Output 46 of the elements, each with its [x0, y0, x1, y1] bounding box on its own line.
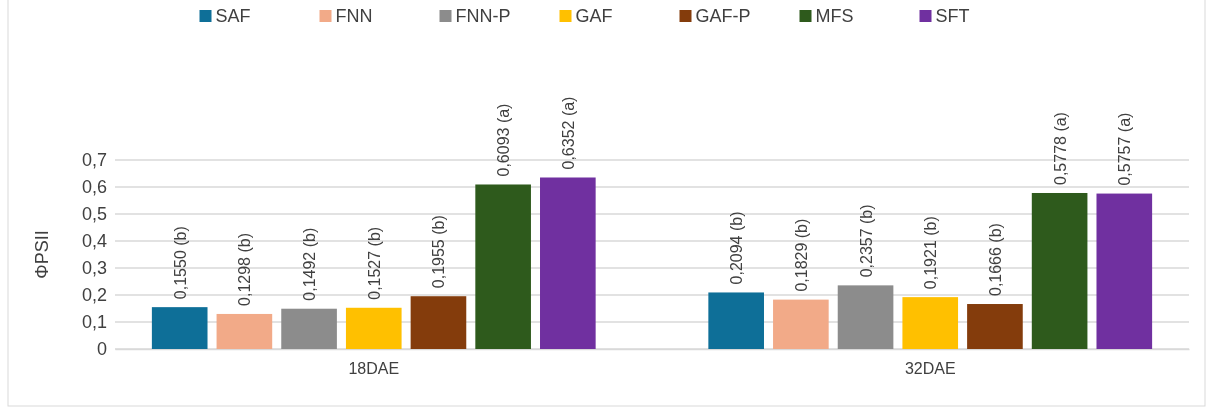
data-label: 0,2357 (b) — [857, 204, 875, 278]
legend-label: GAF-P — [695, 6, 751, 26]
data-label: 0,5757 (a) — [1116, 112, 1134, 186]
data-label: 0,1527 (b) — [365, 226, 383, 300]
bar — [967, 304, 1023, 349]
data-label: 0,1550 (b) — [171, 226, 189, 300]
bar — [281, 308, 337, 349]
bar — [708, 292, 764, 349]
legend-label: SAF — [215, 6, 251, 26]
legend-label: FNN — [335, 6, 373, 26]
x-tick-label: 32DAE — [904, 360, 956, 378]
data-label: 0,5778 (a) — [1051, 112, 1069, 185]
y-axis-title: ΦPSII — [32, 230, 52, 279]
data-label: 0,1921 (b) — [922, 216, 940, 290]
data-label: 0,1955 (b) — [430, 215, 448, 289]
data-label: 0,1492 (b) — [301, 227, 319, 301]
data-label: 0,6093 (a) — [495, 103, 513, 177]
bar — [151, 307, 208, 349]
data-label: 0,6352 (a) — [559, 96, 577, 170]
bar — [216, 313, 273, 349]
y-tick-label: 0,6 — [81, 177, 107, 198]
data-label: 0,1666 (b) — [986, 223, 1004, 297]
bar — [475, 184, 531, 349]
data-label: 0,1829 (b) — [792, 218, 810, 292]
bar — [902, 297, 959, 349]
x-tick-label: 18DAE — [348, 360, 400, 378]
legend-label: MFS — [815, 6, 854, 26]
bar — [1031, 192, 1088, 349]
legend-label: GAF — [575, 6, 613, 26]
legend-label: FNN-P — [455, 6, 511, 26]
data-label: 0,2094 (b) — [728, 211, 746, 285]
y-tick-label: 0,2 — [81, 285, 107, 306]
y-tick-label: 0 — [96, 339, 107, 360]
legend-label: SFT — [935, 6, 970, 26]
y-tick-label: 0,3 — [81, 258, 107, 279]
y-tick-label: 0,4 — [81, 231, 107, 252]
y-tick-label: 0,5 — [81, 204, 107, 225]
y-tick-label: 0,1 — [81, 312, 107, 333]
bar — [540, 177, 596, 349]
y-tick-label: 0,7 — [81, 150, 107, 171]
bar — [773, 299, 829, 349]
bar — [410, 296, 467, 349]
bar — [345, 307, 402, 349]
bar — [837, 285, 894, 349]
bar — [1096, 193, 1153, 349]
data-label: 0,1298 (b) — [236, 233, 254, 306]
